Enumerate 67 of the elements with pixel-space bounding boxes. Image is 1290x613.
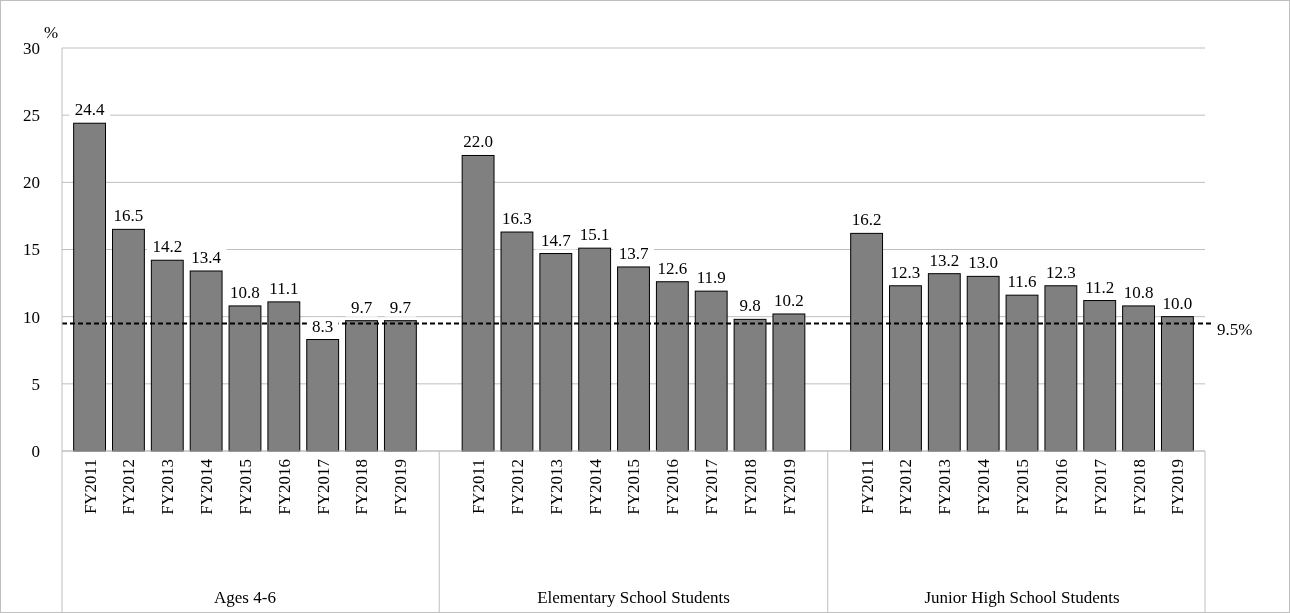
data-label: 11.1 [269, 278, 299, 298]
x-tick-label: FY2011 [80, 459, 100, 515]
y-tick-label: 0 [31, 441, 40, 461]
data-label: 9.8 [739, 296, 761, 316]
data-label: 9.7 [350, 297, 373, 317]
x-tick-label: FY2017 [313, 458, 333, 515]
x-tick-label: FY2015 [624, 459, 644, 515]
data-label: 14.2 [152, 237, 183, 257]
data-label: 9.7 [389, 297, 412, 317]
data-label: 13.4 [191, 247, 222, 267]
y-tick-label: 25 [23, 106, 40, 126]
ref-line-label: 9.5% [1217, 320, 1253, 340]
x-tick-label: FY2019 [391, 459, 411, 515]
x-tick-label: FY2016 [663, 459, 683, 515]
x-tick-label: FY2015 [1012, 459, 1032, 515]
y-tick-label: 20 [23, 173, 40, 193]
data-label: 11.6 [1007, 272, 1037, 292]
data-label: 8.3 [312, 316, 334, 336]
x-tick-label: FY2016 [1051, 459, 1071, 515]
data-label: 16.5 [113, 206, 144, 226]
data-label: 10.8 [1123, 282, 1154, 302]
data-label: 16.2 [851, 210, 882, 230]
y-tick-label: 30 [23, 38, 40, 58]
data-label: 15.1 [579, 225, 610, 245]
x-tick-label: FY2013 [158, 459, 178, 515]
x-tick-label: FY2017 [1090, 458, 1110, 515]
y-tick-label: 15 [23, 240, 40, 260]
x-tick-label: FY2018 [741, 459, 760, 515]
data-label: 10.0 [1162, 293, 1193, 313]
x-tick-label: FY2012 [119, 459, 139, 515]
x-tick-label: FY2018 [1129, 459, 1149, 515]
data-label: 13.0 [968, 253, 999, 273]
text: Ages 4-6 [214, 588, 276, 607]
text: Elementary School Students [537, 588, 730, 607]
data-label: 12.3 [1045, 262, 1076, 282]
data-label: 13.7 [618, 243, 649, 263]
x-tick-label: FY2013 [935, 459, 955, 515]
bar [306, 339, 340, 452]
data-label: 22.0 [463, 132, 493, 152]
data-label: 13.2 [929, 250, 960, 270]
x-tick-label: FY2011 [857, 459, 877, 515]
y-tick-label: 5 [31, 374, 40, 394]
x-tick-label: FY2012 [896, 459, 916, 515]
x-tick-label: FY2014 [585, 458, 605, 515]
x-tick-label: FY2019 [1168, 459, 1188, 515]
x-tick-label: FY2015 [235, 459, 255, 515]
x-tick-label: FY2013 [546, 459, 566, 515]
x-tick-label: FY2018 [352, 459, 372, 515]
x-tick-label: FY2016 [274, 459, 294, 515]
y-tick-label: 10 [23, 307, 40, 327]
data-label: 11.9 [696, 268, 726, 288]
data-label: 14.7 [540, 230, 572, 250]
data-label: 10.8 [230, 282, 260, 302]
data-label: 11.2 [1085, 277, 1115, 297]
text: Junior High School Students [924, 588, 1120, 607]
y-axis-title: % [44, 23, 59, 42]
x-tick-label: FY2017 [702, 458, 722, 515]
data-label: 24.4 [74, 100, 105, 120]
x-tick-label: FY2019 [779, 459, 799, 515]
x-tick-label: FY2012 [507, 459, 527, 515]
data-label: 10.2 [774, 290, 804, 310]
data-label: 16.3 [502, 209, 532, 229]
data-label: 12.6 [657, 258, 688, 278]
x-tick-label: FY2014 [197, 458, 217, 515]
x-tick-label: FY2011 [469, 459, 489, 515]
data-label: 12.3 [890, 262, 921, 282]
x-tick-label: FY2014 [974, 458, 994, 515]
